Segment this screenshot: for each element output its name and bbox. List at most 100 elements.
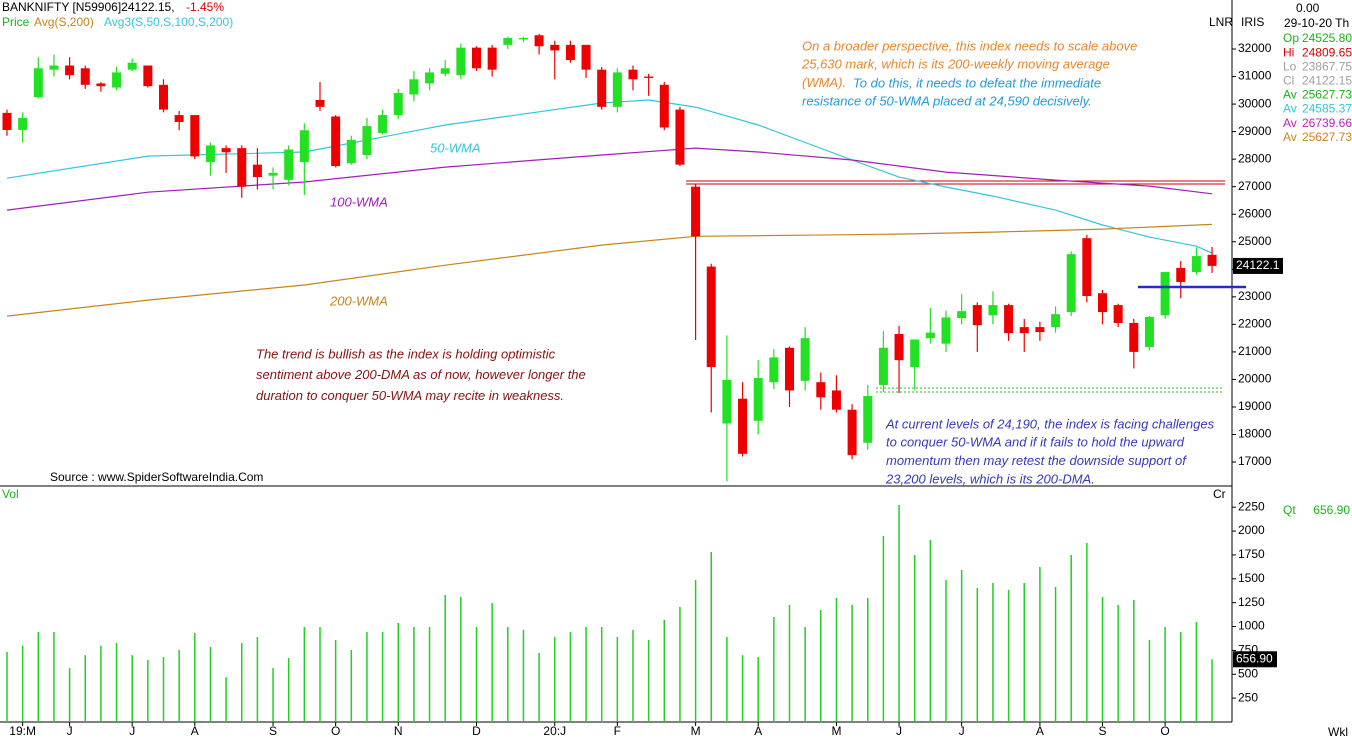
source: Source : www.SpiderSoftwareIndia.Com — [50, 470, 263, 484]
candle-body — [1207, 254, 1217, 266]
x-tick-label: J — [67, 724, 73, 738]
x-tick-label: S — [1098, 724, 1106, 738]
candle-body — [49, 65, 59, 70]
annotation-line: The trend is bullish as the index is hol… — [256, 346, 556, 361]
y-tick-label: 22000 — [1238, 317, 1272, 331]
volume-bar — [1039, 566, 1041, 722]
annotation-line: momentum then may retest the downside su… — [886, 453, 1187, 468]
y-tick-label: 1750 — [1238, 547, 1265, 561]
volume-bar — [726, 637, 728, 722]
reading-label: Cl — [1283, 73, 1294, 87]
qt-label: Qt — [1283, 503, 1296, 517]
top-value: 0.00 — [1296, 1, 1320, 15]
cr-label: Cr — [1213, 487, 1226, 501]
volume-bar — [303, 627, 306, 722]
reading-value: 24809.65 — [1302, 45, 1352, 59]
candle-body — [941, 317, 951, 344]
candle-body — [644, 76, 654, 78]
candle-body — [96, 83, 106, 87]
volume-bar — [647, 639, 650, 722]
volume-bar — [256, 637, 259, 722]
candle-body — [738, 398, 748, 454]
candle-body — [831, 390, 841, 410]
y-tick-label: 2250 — [1238, 499, 1265, 513]
candle-body — [691, 186, 701, 237]
volume-bar — [397, 622, 399, 722]
volume-bar — [1195, 622, 1198, 722]
volume-bar — [381, 631, 384, 722]
y-tick-label: 31000 — [1238, 69, 1272, 83]
x-tick-label: J — [129, 724, 135, 738]
volume-bar — [319, 627, 321, 722]
volume-bar — [1148, 639, 1151, 722]
candle-body — [800, 338, 810, 381]
candle-body — [487, 47, 497, 70]
price-label: Price — [2, 15, 30, 29]
candle-body — [722, 379, 732, 424]
volume-bar — [1164, 627, 1166, 722]
volume-bar — [1211, 659, 1213, 722]
volume-bar — [788, 604, 791, 722]
candle-body — [1082, 238, 1092, 297]
price-tag-box — [1233, 257, 1283, 274]
candle-body — [847, 409, 857, 456]
volume-bar — [1054, 587, 1057, 722]
candle-body — [565, 44, 575, 61]
reading-label: Hi — [1283, 45, 1294, 59]
annotations: On a broader perspective, this index nee… — [256, 38, 1215, 486]
volume-bar — [867, 597, 869, 722]
volume-bar — [68, 668, 71, 722]
annotation-line: At current levels of 24,190, the index i… — [885, 416, 1215, 431]
annotation-line: sentiment above 200-DMA as of now, howev… — [256, 367, 586, 382]
x-tick-label: J — [896, 724, 902, 738]
candle-body — [534, 35, 544, 47]
candle-body — [612, 72, 622, 107]
y-tick-label: 1500 — [1238, 571, 1265, 585]
candle-body — [1160, 272, 1170, 316]
candle-body — [299, 130, 309, 162]
y-tick-label: 23000 — [1238, 289, 1272, 303]
x-tick-label: N — [394, 724, 403, 738]
candle-body — [1113, 305, 1123, 323]
volume-bar — [600, 627, 603, 722]
candle-body — [753, 378, 763, 421]
candle-body — [112, 72, 122, 88]
y-tick-label: 500 — [1238, 666, 1258, 680]
reading-label: Lo — [1283, 59, 1297, 73]
candle-body — [550, 44, 560, 51]
candle-body — [863, 395, 873, 443]
x-tick-label: A — [191, 724, 199, 738]
candle-body — [18, 117, 28, 130]
y-tick-label: 27000 — [1238, 179, 1272, 193]
annotation-line: To do this, it needs to defeat the immed… — [853, 75, 1101, 90]
y-tick-label: 21000 — [1238, 344, 1272, 358]
volume-bar — [898, 504, 900, 722]
candle-body — [1098, 293, 1107, 312]
volume-bar — [1070, 555, 1072, 722]
readings: Op 24525.80 Hi 24809.65 Lo 23867.75 Cl 24122.15… — [1283, 31, 1352, 144]
volume-bar — [53, 631, 55, 722]
y-tick-label: 26000 — [1238, 206, 1272, 220]
volume-bar — [992, 582, 994, 722]
volume-bar — [1117, 604, 1119, 722]
candle-body — [2, 112, 12, 130]
volume-bar — [585, 627, 587, 722]
volume-bar — [757, 657, 759, 722]
y-tick-label: 1250 — [1238, 595, 1265, 609]
volume-bar — [6, 652, 8, 722]
volume-bar — [804, 627, 806, 722]
value-tag-box — [1233, 651, 1277, 668]
avg3-label: Avg3(S,50,S,100,S,200) — [104, 15, 233, 29]
volume-bar — [851, 604, 853, 722]
volume-bar — [37, 631, 40, 722]
candle-body — [769, 357, 779, 383]
candle-body — [143, 65, 153, 87]
candle-body — [878, 347, 888, 385]
candle-body — [1051, 314, 1061, 328]
candle-body — [315, 99, 325, 107]
reading-label: Av — [1283, 130, 1297, 144]
y-tick-label: 18000 — [1238, 427, 1272, 441]
candle-body — [910, 339, 920, 368]
reading-label: Av — [1283, 116, 1297, 130]
